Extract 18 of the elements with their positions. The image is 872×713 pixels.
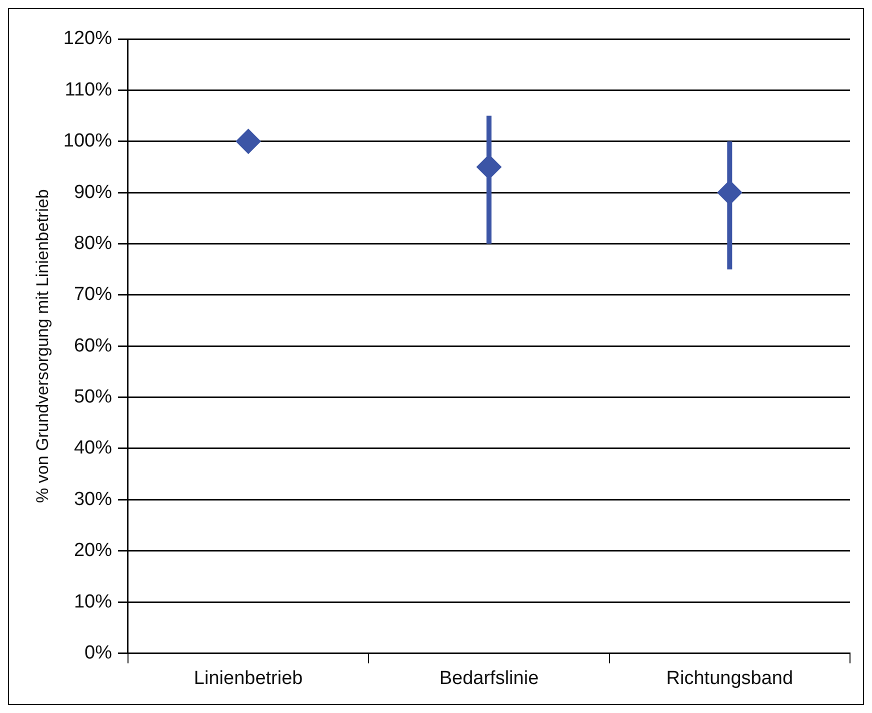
- x-tick-label: Richtungsband: [666, 668, 794, 689]
- x-tick-label: Bedarfslinie: [439, 668, 539, 689]
- y-tick-label: 10%: [74, 591, 112, 612]
- x-tick-label: Linienbetrieb: [194, 668, 303, 689]
- y-tick-label: 50%: [74, 386, 112, 408]
- point: [236, 128, 261, 154]
- y-tick-label: 100%: [63, 130, 112, 152]
- y-tick-label: 120%: [63, 28, 112, 50]
- y-tick-label: 90%: [74, 182, 112, 203]
- y-tick-label: 60%: [74, 335, 112, 356]
- y-tick-label: 80%: [74, 232, 112, 254]
- y-axis-title: % von Grundversorgung mit Linienbetrieb: [32, 189, 52, 503]
- y-tick-label: 110%: [64, 79, 112, 100]
- y-tick-label: 30%: [74, 488, 112, 510]
- y-tick-label: 40%: [74, 438, 112, 459]
- y-tick-label: 20%: [74, 540, 112, 562]
- y-tick-label: 70%: [74, 284, 112, 306]
- y-tick-label: 0%: [84, 642, 112, 664]
